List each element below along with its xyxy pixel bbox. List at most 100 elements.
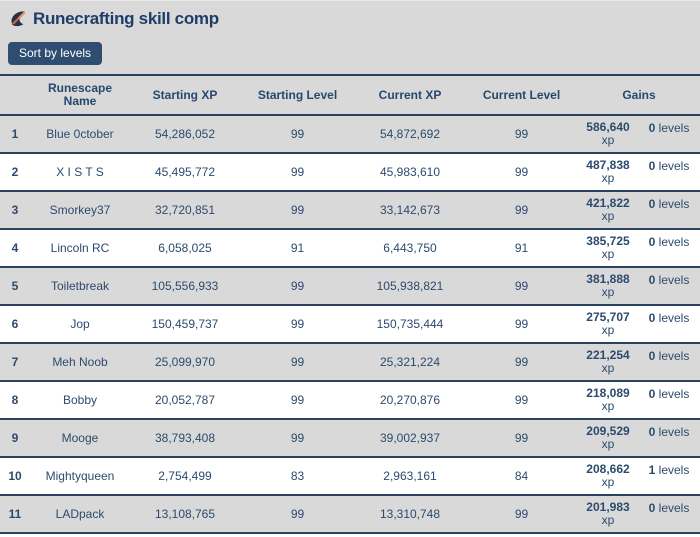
- gains-levels-cell: 0 levels: [648, 197, 690, 211]
- current-level-cell: 99: [514, 430, 529, 445]
- starting-xp-cell: 38,793,408: [154, 430, 216, 445]
- skill-comp-table: Runescape Name Starting XP Starting Leve…: [0, 74, 700, 537]
- column-header-starting-xp: Starting XP: [130, 74, 240, 116]
- starting-level-cell: 83: [290, 468, 305, 483]
- gains-xp-cell: 221,254 xp: [586, 348, 630, 375]
- current-level-cell: 99: [514, 164, 529, 179]
- name-cell: Blue 0ctober: [46, 126, 114, 141]
- rank-cell: 4: [11, 240, 19, 255]
- table-row: 6 Jop 150,459,737 99 150,735,444 99 275,707 xp…: [0, 305, 700, 343]
- table-row: 5 Toiletbreak 105,556,933 99 105,938,821 99 38…: [0, 267, 700, 305]
- rank-cell: 12: [0, 533, 30, 537]
- gains-xp-cell: 218,089 xp: [586, 386, 630, 413]
- starting-level-cell: 91: [290, 240, 305, 255]
- gains-levels-cell: 1 levels: [648, 463, 690, 477]
- current-level-cell: 99: [514, 202, 529, 217]
- gains-levels-cell: 0 levels: [648, 349, 690, 363]
- gains-levels-cell: 0 levels: [648, 235, 690, 249]
- starting-xp-cell: 2,754,499: [158, 468, 212, 483]
- name-cell: Lincoln RC: [50, 240, 110, 255]
- rank-cell: 8: [11, 392, 19, 407]
- table-row: 9 Mooge 38,793,408 99 39,002,937 99 209,529 xp 0…: [0, 419, 700, 457]
- gains-xp-cell: 421,822 xp: [586, 196, 630, 223]
- starting-xp-cell: 54,286,052: [154, 126, 216, 141]
- current-xp-cell: 39,002,937: [379, 430, 441, 445]
- current-xp-cell: 25,321,224: [379, 354, 441, 369]
- current-xp-cell: 45,983,610: [379, 164, 441, 179]
- rank-cell: 11: [8, 506, 22, 521]
- name-cell: Meh Noob: [52, 354, 108, 369]
- starting-xp-cell: 6,058,025: [158, 240, 212, 255]
- gains-xp-cell: 209,529 xp: [586, 424, 630, 451]
- starting-xp-cell: 45,495,772: [154, 164, 216, 179]
- gains-xp-cell: 201,983 xp: [586, 500, 630, 527]
- current-xp-cell: 2,963,161: [383, 468, 437, 483]
- starting-level-cell: 99: [290, 316, 305, 331]
- runecrafting-talisman-icon: [9, 11, 26, 27]
- gains-levels-cell: 0 levels: [648, 121, 690, 135]
- current-xp-cell: 33,142,673: [379, 202, 441, 217]
- name-cell: Jop: [70, 316, 90, 331]
- gains-xp-cell: 208,662 xp: [586, 462, 630, 489]
- gains-xp-cell: 144,434xp: [578, 533, 638, 537]
- table-row: 10 Mightyqueen 2,754,499 83 2,963,161 84 208,6…: [0, 457, 700, 495]
- current-level-cell: 96: [465, 533, 578, 537]
- rank-cell: 1: [11, 126, 19, 141]
- column-header-runescape-name: Runescape Name: [30, 74, 130, 116]
- starting-level-cell: 99: [290, 278, 305, 293]
- page-header: Runecrafting skill comp: [0, 1, 700, 29]
- name-cell: Mooge: [61, 430, 99, 445]
- current-level-cell: 99: [514, 354, 529, 369]
- table-row: 11 LADpack 13,108,765 99 13,310,748 99 201,983…: [0, 495, 700, 533]
- table-row: 1 Blue 0ctober 54,286,052 99 54,872,692 99 586…: [0, 115, 700, 153]
- gains-levels-cell: 0 levels: [648, 273, 690, 287]
- name-cell: X I S T S: [56, 164, 104, 179]
- table-row: 4 Lincoln RC 6,058,025 91 6,443,750 91 385,725…: [0, 229, 700, 267]
- name-cell: LADpack: [55, 506, 105, 521]
- current-level-cell: 99: [514, 506, 529, 521]
- gains-levels-cell: 0 levels: [648, 311, 690, 325]
- rank-cell: 6: [11, 316, 19, 331]
- starting-level-cell: 99: [290, 354, 305, 369]
- starting-level-cell: 99: [290, 430, 305, 445]
- current-xp-cell: 105,938,821: [376, 278, 444, 293]
- gains-xp-cell: 385,725 xp: [586, 234, 630, 261]
- rank-column-header: [0, 74, 30, 116]
- rank-cell: 9: [11, 430, 19, 445]
- name-cell: Vanjito: [30, 533, 130, 537]
- name-cell: Smorkey37: [49, 202, 111, 217]
- current-level-cell: 91: [514, 240, 529, 255]
- table-header-row: Runescape Name Starting XP Starting Leve…: [0, 74, 700, 116]
- gains-levels-cell: 0 levels: [648, 425, 690, 439]
- starting-xp-cell: 32,720,851: [154, 202, 216, 217]
- table-body: 1 Blue 0ctober 54,286,052 99 54,872,692 99 5 8 6…: [0, 115, 700, 537]
- name-cell: Toiletbreak: [50, 278, 110, 293]
- current-xp-cell: 54,872,692: [379, 126, 441, 141]
- starting-level-cell: 99: [290, 202, 305, 217]
- starting-level-cell: 99: [290, 506, 305, 521]
- table-row: 2 X I S T S 45,495,772 99 45,983,610 99 487,83…: [0, 153, 700, 191]
- name-cell: Bobby: [62, 392, 98, 407]
- gains-levels-cell: 0 levels: [648, 387, 690, 401]
- rank-cell: 2: [11, 164, 19, 179]
- column-header-gains: Gains: [578, 74, 700, 116]
- current-xp-cell: 6,443,750: [383, 240, 437, 255]
- starting-xp-cell: 105,556,933: [151, 278, 219, 293]
- starting-level-cell: 99: [290, 126, 305, 141]
- name-cell: Mightyqueen: [45, 468, 115, 483]
- current-xp-cell: 150,735,444: [376, 316, 444, 331]
- sort-by-levels-button[interactable]: Sort by levels: [8, 42, 103, 65]
- starting-level-cell: 99: [290, 392, 305, 407]
- table-row: 12Vanjito10,106,0709610,250,50496144,434…: [0, 533, 700, 537]
- gains-xp-cell: 487,838 xp: [586, 158, 630, 185]
- current-level-cell: 99: [514, 126, 529, 141]
- starting-xp-cell: 25,099,970: [154, 354, 216, 369]
- current-level-cell: 99: [514, 278, 529, 293]
- rank-cell: 5: [11, 278, 19, 293]
- starting-level-cell: 96: [240, 533, 355, 537]
- current-level-cell: 99: [514, 392, 529, 407]
- rank-cell: 7: [11, 354, 19, 369]
- column-header-starting-level: Starting Level: [240, 74, 355, 116]
- starting-xp-cell: 20,052,787: [154, 392, 216, 407]
